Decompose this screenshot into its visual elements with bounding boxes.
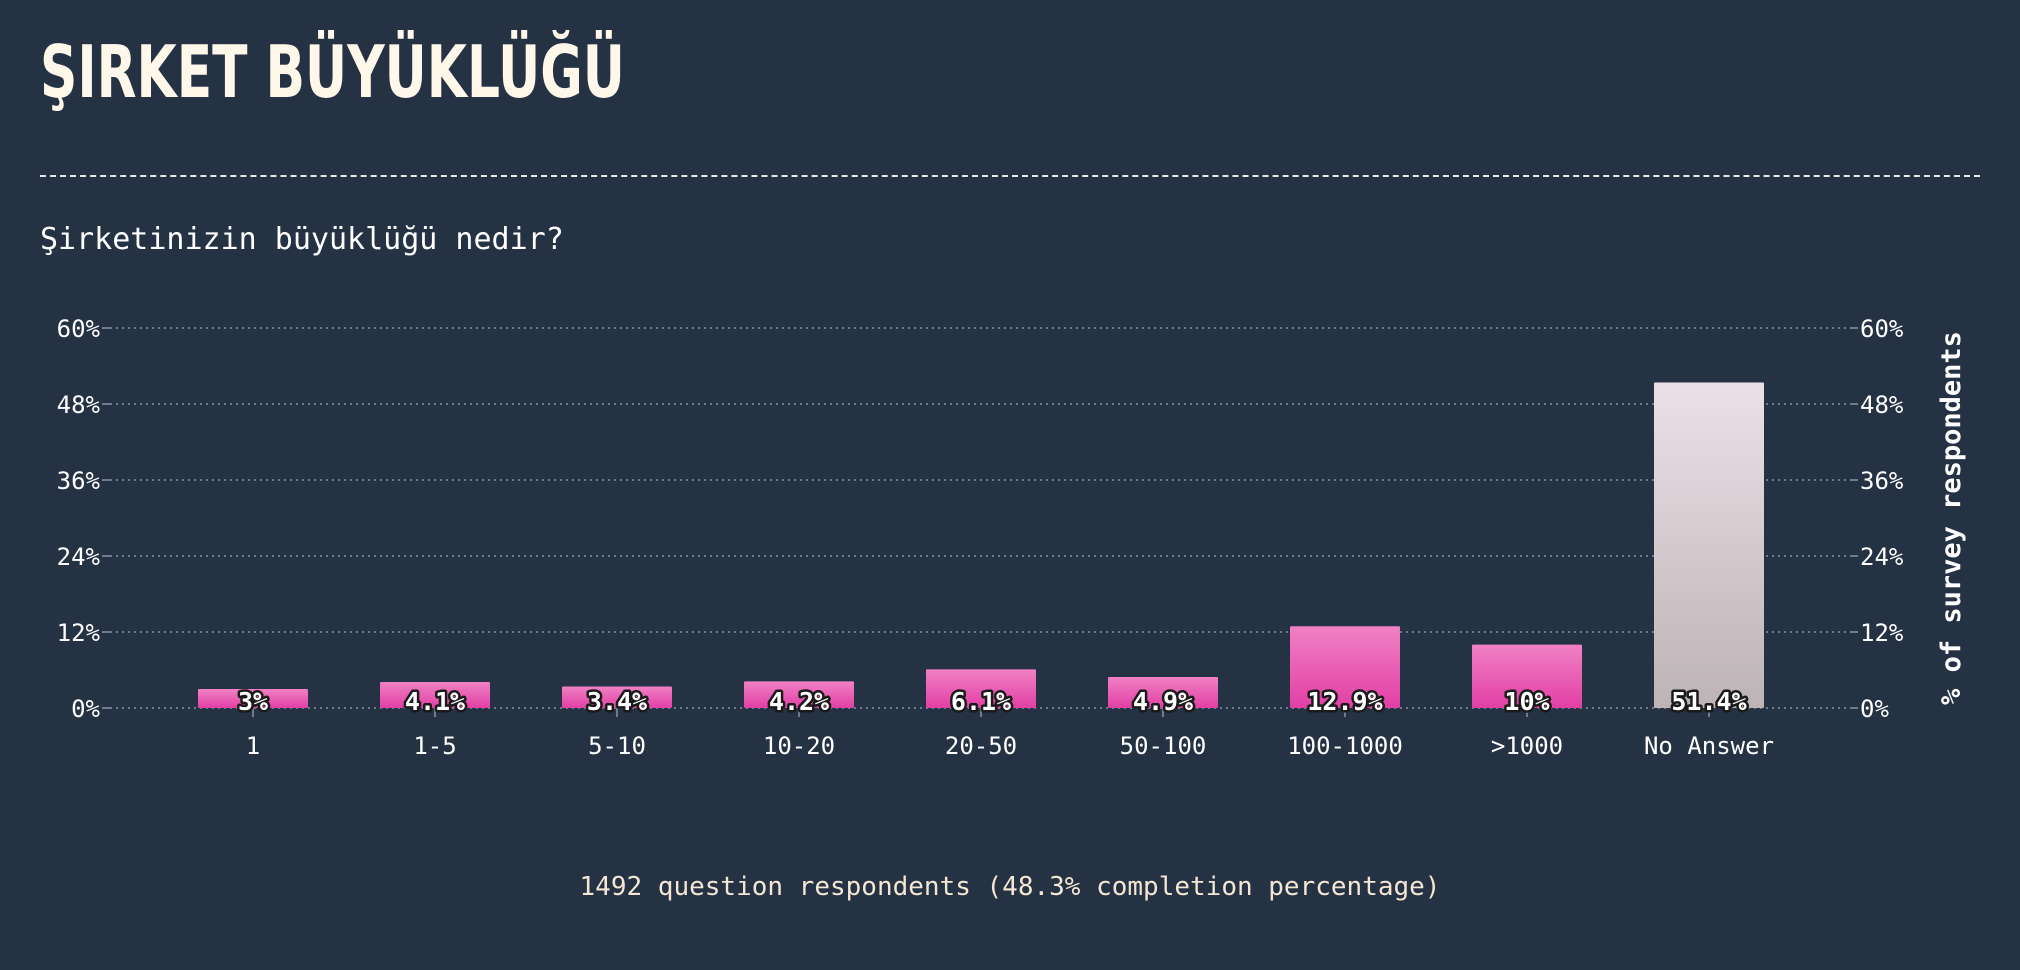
x-tick-label: 100-1000 <box>1287 732 1403 760</box>
value-label: 3% <box>238 687 268 716</box>
y-tick-label-left: 48% <box>57 391 101 419</box>
bar-20-50 <box>926 669 1036 708</box>
x-axis-ticks: 1 1-5 5-10 10-20 20-50 50-100 100-1000 >1000 No … <box>246 708 1774 760</box>
page-title: ŞIRKET BÜYÜKLÜĞÜ <box>40 30 625 114</box>
y-axis-labels: 0% 0% 12% 12% 24% 24% 36% 36% 48% 48% 60% 60% <box>57 315 1904 723</box>
bars <box>198 382 1764 708</box>
bar-50-100 <box>1108 676 1218 708</box>
gridlines <box>102 327 1858 709</box>
y-axis-title: % of survey respondents <box>1936 331 1967 705</box>
y-tick-label-right: 60% <box>1860 315 1904 343</box>
bar-No Answer <box>1654 382 1764 708</box>
y-tick-label-left: 60% <box>57 315 101 343</box>
y-tick-label-left: 12% <box>57 619 101 647</box>
bar->1000 <box>1472 644 1582 708</box>
y-tick-label-right: 24% <box>1860 543 1904 571</box>
value-label: 3.4% <box>587 687 647 716</box>
value-label: 4.1% <box>405 687 465 716</box>
respondents-note: 1492 question respondents (48.3% complet… <box>579 872 1441 902</box>
title-divider <box>40 175 1980 177</box>
x-tick-label: 50-100 <box>1120 732 1207 760</box>
x-tick-label: 1-5 <box>413 732 456 760</box>
y-tick-label-right: 0% <box>1860 695 1889 723</box>
value-label: 6.1% <box>951 687 1011 716</box>
value-label: 51.4% <box>1671 687 1746 716</box>
x-tick-label: 10-20 <box>763 732 835 760</box>
y-tick-label-left: 24% <box>57 543 101 571</box>
y-tick-label-right: 48% <box>1860 391 1904 419</box>
x-tick-label: 5-10 <box>588 732 646 760</box>
bar-10-20 <box>744 681 854 708</box>
value-label: 4.2% <box>769 687 829 716</box>
bar-1-5 <box>380 682 490 708</box>
y-tick-label-left: 0% <box>71 695 100 723</box>
value-label: 4.9% <box>1133 687 1193 716</box>
y-tick-label-right: 36% <box>1860 467 1904 495</box>
y-tick-label-left: 36% <box>57 467 101 495</box>
bar-5-10 <box>562 686 672 708</box>
value-label: 12.9% <box>1307 687 1382 716</box>
x-tick-label: No Answer <box>1644 732 1774 760</box>
survey-question: Şirketinizin büyüklüğü nedir? <box>40 222 564 257</box>
value-label: 10% <box>1504 687 1549 716</box>
y-tick-label-right: 12% <box>1860 619 1904 647</box>
bar-1 <box>198 689 308 708</box>
bar-100-1000 <box>1290 626 1400 708</box>
x-tick-label: >1000 <box>1491 732 1563 760</box>
value-labels: 3% 4.1% 3.4% 4.2% 6.1% 4.9% 12.9% 10% 51.4% <box>235 685 1749 719</box>
x-tick-label: 1 <box>246 732 260 760</box>
x-tick-label: 20-50 <box>945 732 1017 760</box>
